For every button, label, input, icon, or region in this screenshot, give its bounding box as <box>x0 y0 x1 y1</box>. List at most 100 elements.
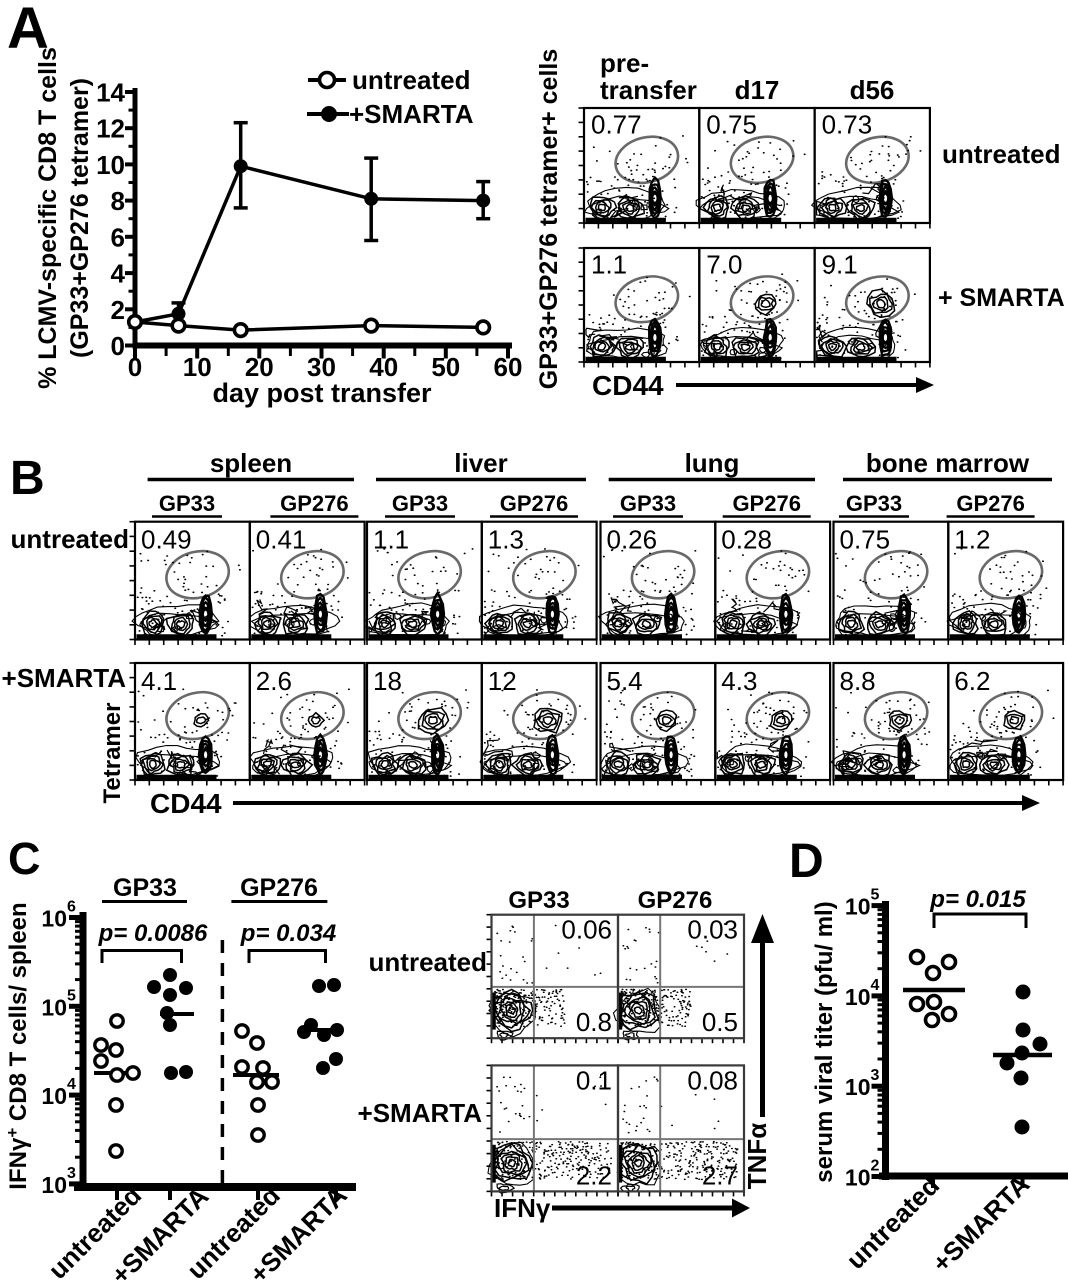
svg-text:1.2: 1.2 <box>954 525 990 555</box>
svg-text:1.1: 1.1 <box>591 250 627 280</box>
svg-text:3: 3 <box>871 1067 880 1084</box>
svg-text:50: 50 <box>431 352 460 382</box>
svg-text:1.1: 1.1 <box>373 525 409 555</box>
svg-text:4: 4 <box>871 977 880 994</box>
svg-text:0.73: 0.73 <box>822 110 873 140</box>
svg-text:0.26: 0.26 <box>607 525 658 555</box>
svg-text:10: 10 <box>845 1165 871 1191</box>
svg-text:10: 10 <box>41 994 67 1020</box>
svg-text:4.1: 4.1 <box>141 666 177 696</box>
svg-text:GP33: GP33 <box>508 887 569 914</box>
svg-text:(GP33+GP276 tetramer): (GP33+GP276 tetramer) <box>66 78 94 358</box>
svg-text:GP276: GP276 <box>240 874 318 902</box>
svg-text:p= 0.0086: p= 0.0086 <box>98 920 208 947</box>
svg-text:GP33: GP33 <box>620 491 676 516</box>
svg-text:GP33: GP33 <box>392 491 448 516</box>
svg-text:12: 12 <box>488 666 517 696</box>
svg-text:lung: lung <box>685 448 740 478</box>
svg-text:5: 5 <box>67 987 76 1004</box>
svg-text:serum viral titer (pfu/ ml): serum viral titer (pfu/ ml) <box>811 901 838 1182</box>
svg-text:2.2: 2.2 <box>576 1160 612 1190</box>
svg-text:Tetramer: Tetramer <box>99 703 126 804</box>
svg-text:12: 12 <box>96 114 125 144</box>
svg-text:liver: liver <box>454 448 508 478</box>
svg-text:GP33: GP33 <box>846 491 902 516</box>
svg-text:10: 10 <box>845 1074 871 1100</box>
svg-text:8: 8 <box>111 186 125 216</box>
svg-text:spleen: spleen <box>210 448 292 478</box>
svg-text:IFNγ: IFNγ <box>494 1193 551 1223</box>
svg-text:2.7: 2.7 <box>702 1160 738 1190</box>
svg-text:20: 20 <box>245 352 274 382</box>
svg-text:C: C <box>8 833 41 884</box>
svg-text:5.4: 5.4 <box>607 666 643 696</box>
svg-text:40: 40 <box>369 352 398 382</box>
svg-text:9.1: 9.1 <box>822 250 858 280</box>
svg-text:% LCMV-specific CD8 T cells: % LCMV-specific CD8 T cells <box>34 47 62 389</box>
svg-text:18: 18 <box>373 666 402 696</box>
svg-text:10: 10 <box>41 906 67 932</box>
svg-text:4: 4 <box>111 259 126 289</box>
svg-text:IFNγ+ CD8 T cells/ spleen: IFNγ+ CD8 T cells/ spleen <box>3 902 32 1189</box>
svg-text:2: 2 <box>111 295 125 325</box>
svg-text:D: D <box>789 835 824 888</box>
svg-text:10: 10 <box>41 1172 67 1198</box>
svg-text:pre-: pre- <box>600 48 649 78</box>
svg-text:0.49: 0.49 <box>141 525 192 555</box>
svg-text:6: 6 <box>67 899 76 916</box>
svg-text:CD44: CD44 <box>150 788 222 819</box>
svg-text:0.1: 0.1 <box>576 1065 612 1095</box>
svg-text:0.8: 0.8 <box>576 1007 612 1037</box>
svg-text:bone marrow: bone marrow <box>866 448 1030 478</box>
svg-text:10: 10 <box>96 150 125 180</box>
svg-text:6.2: 6.2 <box>954 666 990 696</box>
svg-text:4: 4 <box>67 1076 76 1093</box>
svg-text:+SMARTA: +SMARTA <box>349 99 474 129</box>
svg-text:0: 0 <box>128 352 142 382</box>
svg-text:B: B <box>10 452 45 505</box>
svg-text:0.75: 0.75 <box>706 110 757 140</box>
svg-text:0.03: 0.03 <box>687 915 738 945</box>
svg-text:GP276: GP276 <box>280 491 349 516</box>
svg-text:60: 60 <box>494 352 523 382</box>
svg-text:GP276: GP276 <box>638 887 713 914</box>
svg-text:GP276: GP276 <box>500 491 569 516</box>
svg-text:0.06: 0.06 <box>561 915 612 945</box>
svg-text:0.41: 0.41 <box>256 525 307 555</box>
svg-text:d56: d56 <box>850 75 895 105</box>
svg-text:d17: d17 <box>735 75 780 105</box>
svg-text:transfer: transfer <box>600 75 697 105</box>
svg-text:6: 6 <box>111 222 125 252</box>
svg-text:TNFα: TNFα <box>742 1123 772 1190</box>
svg-text:day post transfer: day post transfer <box>212 378 432 408</box>
svg-text:10: 10 <box>845 894 871 920</box>
svg-text:0.08: 0.08 <box>687 1065 738 1095</box>
svg-text:CD44: CD44 <box>592 370 664 401</box>
svg-text:1.3: 1.3 <box>488 525 524 555</box>
svg-text:GP276: GP276 <box>732 491 801 516</box>
svg-text:7.0: 7.0 <box>706 250 742 280</box>
svg-text:0.28: 0.28 <box>721 525 772 555</box>
svg-text:+ SMARTA: + SMARTA <box>938 284 1065 312</box>
svg-text:4.3: 4.3 <box>721 666 757 696</box>
svg-text:untreated: untreated <box>369 947 487 977</box>
svg-text:untreated: untreated <box>11 524 129 554</box>
svg-text:2.6: 2.6 <box>256 666 292 696</box>
svg-text:0: 0 <box>111 331 125 361</box>
svg-text:2: 2 <box>871 1158 880 1175</box>
svg-text:GP33: GP33 <box>159 491 215 516</box>
svg-text:3: 3 <box>67 1165 76 1182</box>
svg-text:10: 10 <box>845 984 871 1010</box>
svg-text:5: 5 <box>871 887 880 904</box>
svg-text:+SMARTA: +SMARTA <box>358 1098 483 1128</box>
svg-text:p= 0.034: p= 0.034 <box>240 920 336 947</box>
svg-text:+SMARTA: +SMARTA <box>2 663 127 693</box>
svg-text:0.77: 0.77 <box>591 110 642 140</box>
svg-text:untreated: untreated <box>352 65 470 95</box>
svg-text:+SMARTA: +SMARTA <box>926 1169 1035 1278</box>
svg-text:GP276: GP276 <box>956 491 1025 516</box>
svg-text:0.75: 0.75 <box>840 525 891 555</box>
svg-text:14: 14 <box>96 78 125 108</box>
svg-text:0.5: 0.5 <box>702 1007 738 1037</box>
svg-text:10: 10 <box>183 352 212 382</box>
